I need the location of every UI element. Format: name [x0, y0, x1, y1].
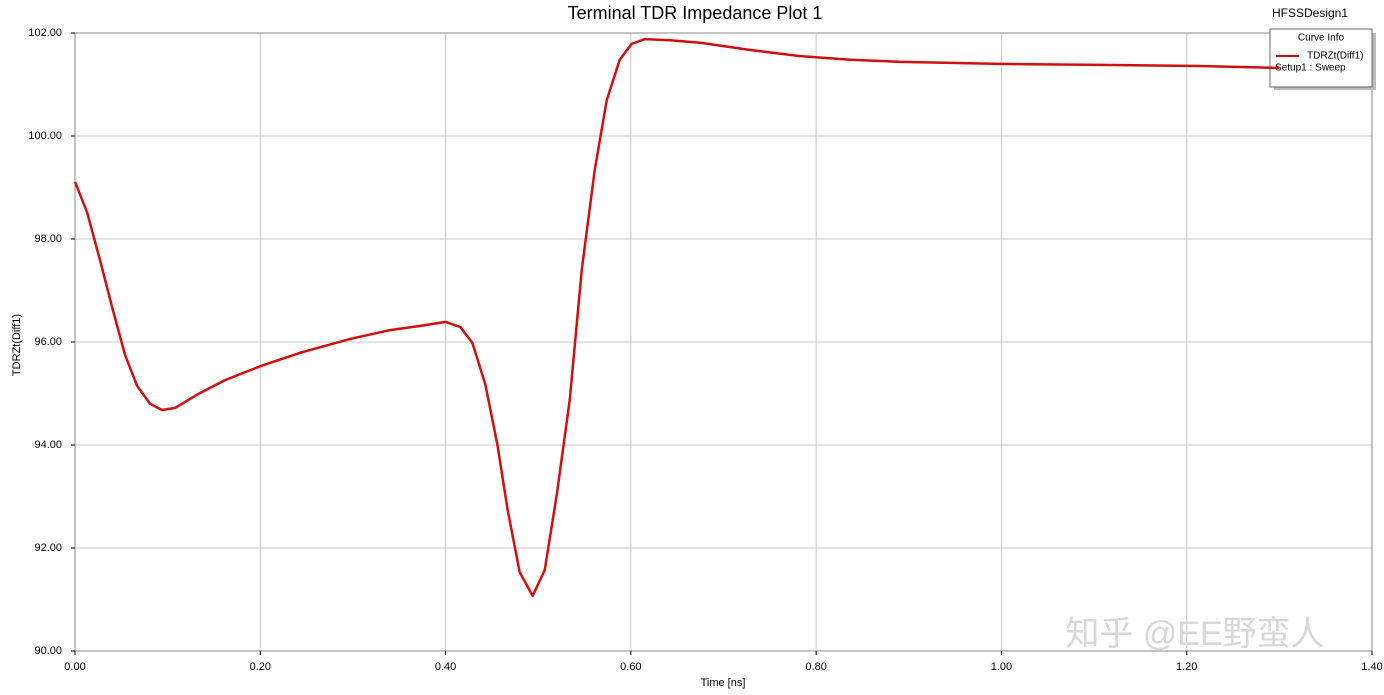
watermark: 知乎 @EE野蛮人	[1065, 615, 1324, 653]
x-axis-label: Time [ns]	[701, 677, 746, 689]
x-tick-label: 1.20	[1176, 661, 1197, 673]
x-tick-label: 1.40	[1361, 661, 1382, 673]
legend-subtitle: Setup1 : Sweep	[1275, 63, 1346, 74]
x-tick-label: 1.00	[991, 661, 1012, 673]
x-tick-label: 0.20	[250, 661, 271, 673]
x-tick-label: 0.60	[620, 661, 641, 673]
y-tick-label: 90.00	[34, 645, 62, 657]
y-tick-label: 92.00	[34, 542, 62, 554]
design-name: HFSSDesign1	[1272, 6, 1348, 20]
y-tick-label: 98.00	[34, 233, 62, 245]
x-tick-label: 0.80	[805, 661, 826, 673]
chart-title: Terminal TDR Impedance Plot 1	[568, 3, 823, 23]
x-tick-label: 0.00	[64, 661, 85, 673]
y-axis-label: TDRZt(Diff1)	[11, 314, 23, 376]
y-tick-label: 96.00	[34, 336, 62, 348]
y-tick-label: 94.00	[34, 439, 62, 451]
legend-box	[1269, 28, 1373, 88]
legend-label: TDRZt(Diff1)	[1307, 51, 1363, 62]
legend: Curve Info Setup1 : Sweep TDRZt(Diff1)	[1269, 28, 1376, 90]
x-tick-label: 0.40	[435, 661, 456, 673]
y-tick-label: 102.00	[28, 27, 62, 39]
legend-title: Curve Info	[1298, 33, 1345, 44]
data-line	[73, 37, 1280, 598]
y-tick-label: 100.00	[28, 130, 62, 142]
